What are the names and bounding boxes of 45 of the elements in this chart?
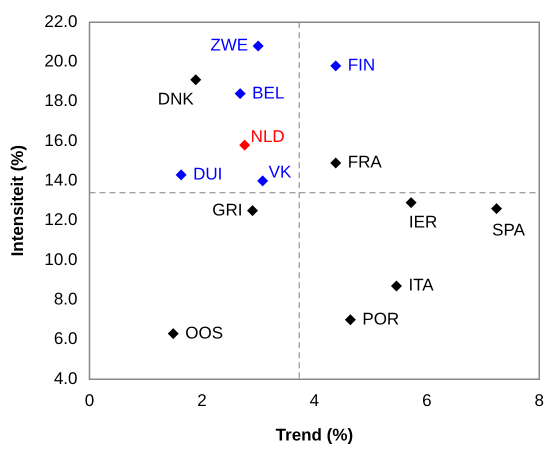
data-label: ZWE xyxy=(210,36,248,55)
y-tick-label: 14.0 xyxy=(44,170,78,190)
data-label: GRI xyxy=(212,200,243,220)
y-tick-label: 16.0 xyxy=(44,130,78,150)
x-tick-label: 2 xyxy=(197,391,207,410)
point xyxy=(168,328,179,340)
point xyxy=(239,140,250,151)
y-tick-label: 6.0 xyxy=(54,329,78,348)
point xyxy=(247,205,258,216)
point xyxy=(252,40,264,52)
y-tick-label: 18.0 xyxy=(44,91,78,110)
data-label: NLD xyxy=(250,126,285,146)
y-axis-title: Intensiteit (%) xyxy=(8,144,27,256)
y-tick-label: 4.0 xyxy=(54,368,78,388)
data-label: DUI xyxy=(193,164,222,184)
data-label: OOS xyxy=(185,323,224,342)
y-tick-label: 22.0 xyxy=(44,12,78,31)
point xyxy=(390,280,402,292)
data-label: DNK xyxy=(158,89,194,108)
x-tick-label: 0 xyxy=(84,391,94,410)
point xyxy=(330,60,342,72)
y-tick-label: 20.0 xyxy=(44,52,78,71)
point xyxy=(330,158,342,169)
y-tick-label: 10.0 xyxy=(44,250,78,269)
point xyxy=(344,314,356,326)
point xyxy=(176,169,187,180)
data-label: FIN xyxy=(348,56,376,75)
x-tick-label: 6 xyxy=(422,391,432,410)
y-tick-label: 8.0 xyxy=(54,290,78,309)
x-tick-label: 8 xyxy=(534,391,544,410)
point xyxy=(257,175,268,186)
point xyxy=(234,88,246,100)
data-label: POR xyxy=(362,309,400,328)
data-label: BEL xyxy=(252,83,284,102)
y-tick-label: 12.0 xyxy=(44,210,78,230)
data-label: FRA xyxy=(348,152,382,172)
data-label: IER xyxy=(408,212,438,232)
point xyxy=(406,197,417,208)
x-tick-label: 4 xyxy=(310,391,320,410)
point xyxy=(190,74,202,86)
data-label: SPA xyxy=(492,220,526,240)
data-label: VK xyxy=(268,162,292,182)
point xyxy=(491,203,502,214)
x-axis-title: Trend (%) xyxy=(276,425,354,444)
data-label: ITA xyxy=(408,276,434,295)
